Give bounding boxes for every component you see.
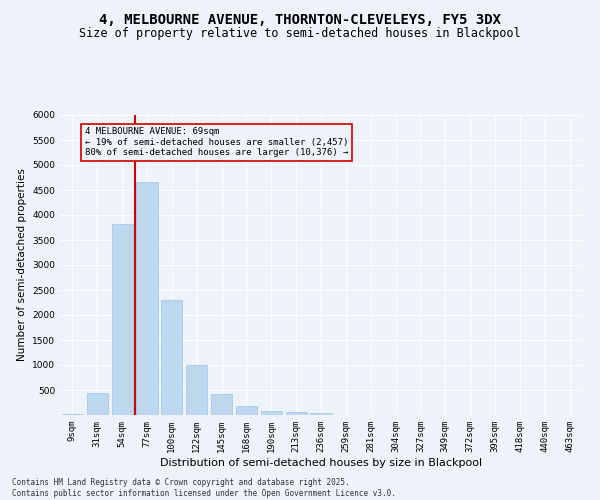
Bar [236,406,257,415]
Bar [286,412,307,415]
Text: Contains HM Land Registry data © Crown copyright and database right 2025.
Contai: Contains HM Land Registry data © Crown c… [12,478,396,498]
Bar [62,414,83,415]
Bar [161,300,182,415]
Bar [310,412,332,415]
Bar [211,394,232,415]
Y-axis label: Number of semi-detached properties: Number of semi-detached properties [17,168,26,362]
X-axis label: Distribution of semi-detached houses by size in Blackpool: Distribution of semi-detached houses by … [160,458,482,468]
Bar [112,224,133,415]
Bar [261,411,282,415]
Text: Size of property relative to semi-detached houses in Blackpool: Size of property relative to semi-detach… [79,28,521,40]
Bar [87,392,108,415]
Bar [136,182,158,415]
Bar [186,365,207,415]
Text: 4 MELBOURNE AVENUE: 69sqm
← 19% of semi-detached houses are smaller (2,457)
80% : 4 MELBOURNE AVENUE: 69sqm ← 19% of semi-… [85,128,348,158]
Text: 4, MELBOURNE AVENUE, THORNTON-CLEVELEYS, FY5 3DX: 4, MELBOURNE AVENUE, THORNTON-CLEVELEYS,… [99,12,501,26]
